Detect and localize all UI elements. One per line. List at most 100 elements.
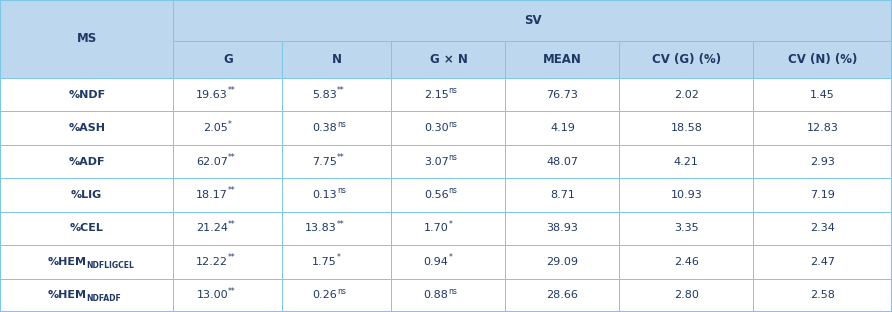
Bar bbox=[283, 41, 392, 78]
Bar bbox=[0, 111, 173, 145]
Text: NDFADF: NDFADF bbox=[87, 294, 121, 303]
Bar bbox=[619, 178, 753, 212]
Text: 2.47: 2.47 bbox=[810, 257, 835, 267]
Text: MS: MS bbox=[77, 32, 97, 46]
Text: 13.83: 13.83 bbox=[305, 223, 337, 233]
Text: 7.19: 7.19 bbox=[810, 190, 835, 200]
Bar bbox=[283, 145, 392, 178]
Bar bbox=[392, 78, 506, 111]
Bar bbox=[619, 145, 753, 178]
Text: 8.71: 8.71 bbox=[550, 190, 574, 200]
Text: 0.94: 0.94 bbox=[424, 257, 449, 267]
Text: *: * bbox=[449, 253, 452, 262]
Bar bbox=[506, 41, 619, 78]
Text: 0.26: 0.26 bbox=[312, 290, 337, 300]
Bar bbox=[506, 111, 619, 145]
Bar bbox=[619, 41, 753, 78]
Bar bbox=[506, 78, 619, 111]
Text: 7.75: 7.75 bbox=[312, 157, 337, 167]
Text: ns: ns bbox=[337, 287, 346, 296]
Bar bbox=[506, 245, 619, 279]
Bar bbox=[283, 279, 392, 312]
Text: 5.83: 5.83 bbox=[312, 90, 337, 100]
Text: **: ** bbox=[228, 153, 235, 162]
Bar bbox=[283, 111, 392, 145]
Bar bbox=[392, 245, 506, 279]
Text: CV (N) (%): CV (N) (%) bbox=[788, 53, 857, 66]
Text: 2.05: 2.05 bbox=[203, 123, 228, 133]
Bar bbox=[619, 212, 753, 245]
Text: 2.34: 2.34 bbox=[810, 223, 835, 233]
Bar bbox=[173, 111, 283, 145]
Bar bbox=[753, 178, 892, 212]
Text: 0.56: 0.56 bbox=[424, 190, 449, 200]
Text: NDFLIGCEL: NDFLIGCEL bbox=[87, 261, 135, 270]
Text: 2.80: 2.80 bbox=[674, 290, 698, 300]
Bar bbox=[506, 212, 619, 245]
Bar bbox=[173, 0, 892, 41]
Text: 1.70: 1.70 bbox=[424, 223, 449, 233]
Text: %CEL: %CEL bbox=[70, 223, 103, 233]
Bar bbox=[0, 212, 173, 245]
Bar bbox=[392, 145, 506, 178]
Bar bbox=[283, 212, 392, 245]
Text: 2.93: 2.93 bbox=[810, 157, 835, 167]
Text: 28.66: 28.66 bbox=[547, 290, 578, 300]
Bar bbox=[392, 111, 506, 145]
Text: ns: ns bbox=[337, 119, 346, 129]
Text: 18.17: 18.17 bbox=[196, 190, 228, 200]
Bar bbox=[0, 0, 173, 78]
Bar bbox=[506, 279, 619, 312]
Bar bbox=[0, 178, 173, 212]
Text: **: ** bbox=[228, 86, 235, 95]
Text: *: * bbox=[228, 119, 232, 129]
Text: 76.73: 76.73 bbox=[547, 90, 578, 100]
Bar bbox=[173, 279, 283, 312]
Bar bbox=[753, 111, 892, 145]
Text: 12.22: 12.22 bbox=[196, 257, 228, 267]
Text: G × N: G × N bbox=[430, 53, 467, 66]
Bar bbox=[173, 78, 283, 111]
Bar bbox=[619, 279, 753, 312]
Bar bbox=[173, 178, 283, 212]
Text: MEAN: MEAN bbox=[543, 53, 582, 66]
Text: ns: ns bbox=[449, 153, 458, 162]
Bar bbox=[753, 145, 892, 178]
Text: 3.07: 3.07 bbox=[424, 157, 449, 167]
Text: %HEM: %HEM bbox=[48, 290, 87, 300]
Text: N: N bbox=[332, 53, 342, 66]
Text: 2.58: 2.58 bbox=[810, 290, 835, 300]
Bar bbox=[173, 212, 283, 245]
Text: **: ** bbox=[337, 86, 344, 95]
Text: %ADF: %ADF bbox=[69, 157, 105, 167]
Text: 0.88: 0.88 bbox=[424, 290, 449, 300]
Text: 4.21: 4.21 bbox=[674, 157, 698, 167]
Text: 13.00: 13.00 bbox=[196, 290, 228, 300]
Bar bbox=[283, 245, 392, 279]
Text: ns: ns bbox=[337, 187, 346, 195]
Text: %NDF: %NDF bbox=[68, 90, 105, 100]
Text: 12.83: 12.83 bbox=[806, 123, 838, 133]
Bar bbox=[392, 279, 506, 312]
Text: CV (G) (%): CV (G) (%) bbox=[652, 53, 721, 66]
Bar bbox=[173, 145, 283, 178]
Bar bbox=[392, 212, 506, 245]
Text: 0.13: 0.13 bbox=[312, 190, 337, 200]
Bar bbox=[753, 212, 892, 245]
Text: 21.24: 21.24 bbox=[196, 223, 228, 233]
Text: 1.45: 1.45 bbox=[810, 90, 835, 100]
Text: **: ** bbox=[228, 187, 235, 195]
Text: **: ** bbox=[337, 153, 344, 162]
Text: 1.75: 1.75 bbox=[312, 257, 337, 267]
Bar bbox=[753, 78, 892, 111]
Bar bbox=[619, 111, 753, 145]
Text: *: * bbox=[337, 253, 341, 262]
Text: 10.93: 10.93 bbox=[671, 190, 702, 200]
Text: **: ** bbox=[228, 287, 235, 296]
Bar bbox=[506, 145, 619, 178]
Bar bbox=[619, 245, 753, 279]
Text: ns: ns bbox=[449, 187, 458, 195]
Text: %HEM: %HEM bbox=[48, 257, 87, 267]
Bar bbox=[283, 78, 392, 111]
Text: **: ** bbox=[337, 220, 344, 229]
